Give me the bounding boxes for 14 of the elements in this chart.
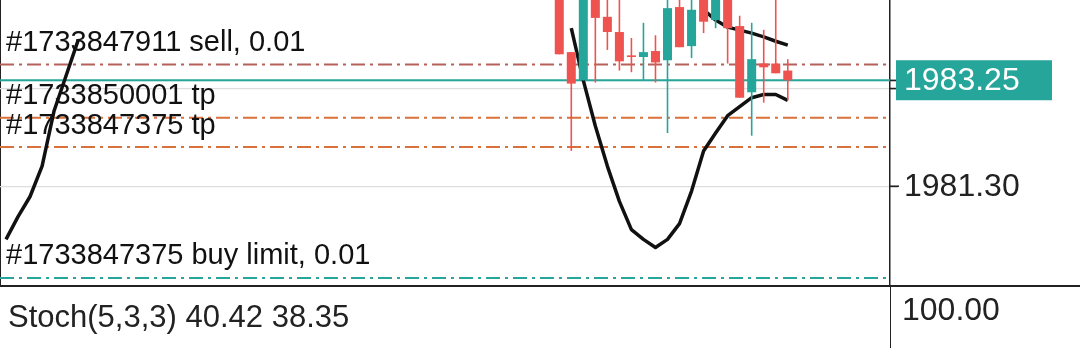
ref-line-label: #1733847911 sell, 0.01 bbox=[6, 25, 306, 58]
candlestick bbox=[711, 0, 721, 30]
text: 100.00 bbox=[902, 291, 1000, 328]
candlestick bbox=[699, 0, 709, 34]
candlestick bbox=[602, 0, 612, 51]
candlestick bbox=[650, 34, 660, 84]
text: Stoch(5,3,3) 40.42 38.35 bbox=[8, 299, 350, 335]
y-tick-label: 1981.30 bbox=[904, 167, 1020, 204]
candlestick bbox=[783, 58, 793, 102]
candlestick bbox=[626, 37, 636, 73]
ref-line-label: #1733847375 buy limit, 0.01 bbox=[6, 238, 371, 271]
candlestick bbox=[771, 0, 781, 75]
y-tick-label: 1983.25 bbox=[904, 61, 1020, 98]
candlestick bbox=[590, 0, 600, 84]
